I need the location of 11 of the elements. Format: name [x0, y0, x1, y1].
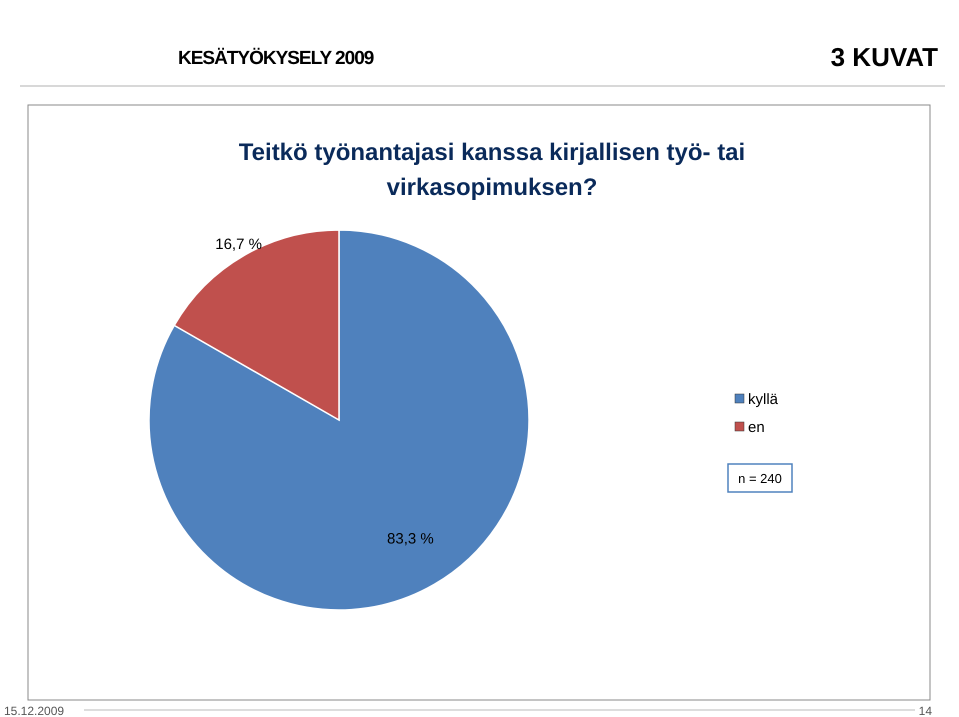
text: 3 KUVAT	[830, 42, 938, 72]
legend-label: kyllä	[748, 391, 779, 408]
chart-title: Teitkö työnantajasi kanssa kirjallisen työ- tai virkasopimuksen?	[238, 139, 746, 201]
text: KESÄTYÖKYSELY 2009	[178, 47, 374, 69]
data-label: 83,3 %	[387, 530, 434, 548]
data-label: 16,7 %	[215, 236, 262, 253]
text: 14	[918, 704, 932, 717]
text: 15.12.2009	[4, 704, 64, 717]
text: n = 240	[738, 471, 782, 486]
legend-label: en	[748, 419, 765, 436]
pie-slice	[148, 229, 530, 611]
